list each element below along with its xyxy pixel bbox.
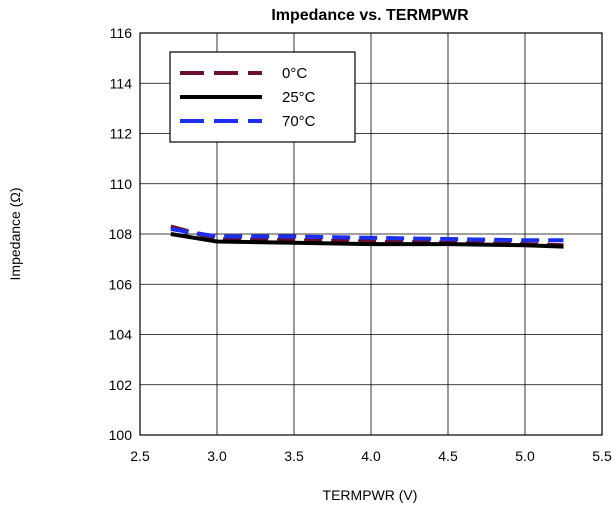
grid [139,32,603,436]
legend-label: 0°C [282,65,307,82]
legend: 0°C 25°C 70°C [169,51,356,143]
legend-label: 70°C [282,113,316,130]
y-tick-label: 100 [109,427,133,443]
y-axis-label: Impedance (Ω) [7,188,23,281]
legend-label: 25°C [282,89,316,106]
y-tick-label: 106 [109,276,133,292]
chart-title: Impedance vs. TERMPWR [271,7,469,24]
x-tick-label: 2.5 [130,448,150,464]
y-tick-label: 104 [109,327,133,343]
series-layer [170,224,564,249]
y-tick-label: 112 [110,126,133,142]
x-tick-label: 4.0 [361,448,381,464]
y-tick-label: 102 [109,377,133,393]
y-tick-label: 108 [109,226,133,242]
y-axis-ticks: 100 102 104 106 108 110 112 114 116 [109,25,133,443]
y-tick-label: 110 [110,176,133,192]
y-tick-label: 114 [110,75,133,91]
x-axis-label: TERMPWR (V) [323,487,418,503]
y-tick-label: 116 [110,25,133,41]
x-tick-label: 4.5 [438,448,458,464]
x-tick-label: 3.0 [207,448,227,464]
x-tick-label: 5.0 [515,448,535,464]
x-axis-ticks: 2.5 3.0 3.5 4.0 4.5 5.0 5.5 [130,448,612,464]
x-tick-label: 3.5 [284,448,304,464]
x-tick-label: 5.5 [592,448,612,464]
plot-area [139,32,603,436]
